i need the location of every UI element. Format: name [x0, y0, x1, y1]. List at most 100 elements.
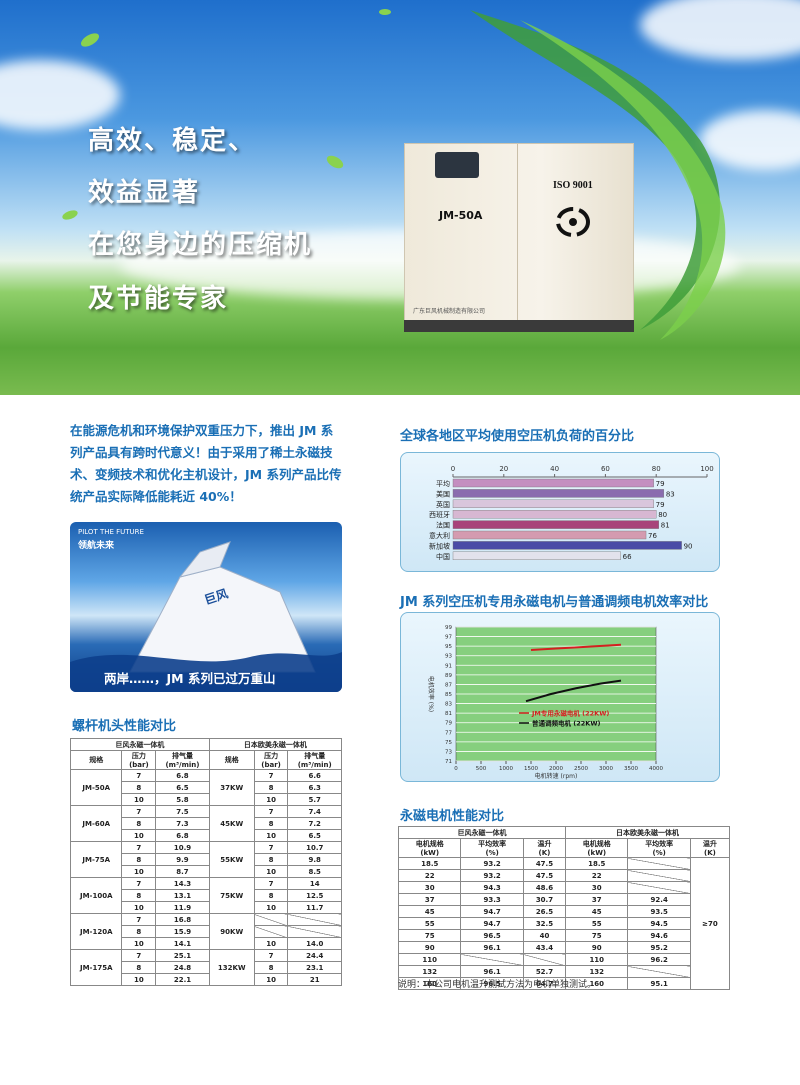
header-text: 平均效率	[645, 840, 674, 848]
y-tick-label: 99	[445, 625, 452, 631]
data-row: JM-50A 7 6.8 37KW 7 6.6	[69, 769, 342, 806]
data-cell: 8	[253, 889, 289, 902]
model-cell: 90KW	[208, 913, 255, 950]
data-cell: 75	[397, 929, 462, 942]
x-tick-label: 0	[454, 766, 458, 772]
data-cell: 10	[253, 829, 289, 842]
header-text: 平均效率	[478, 840, 507, 848]
leaf	[379, 9, 391, 15]
merged-temp: ≥70	[689, 857, 731, 990]
y-axis-title: 电机效率 (%)	[427, 676, 435, 712]
model-cell: JM-100A	[69, 877, 123, 914]
x-tick-label: 500	[476, 766, 487, 772]
sea	[70, 652, 342, 692]
data-cell: 7.2	[287, 817, 342, 830]
leaf-wave	[470, 10, 720, 330]
column-header: 温升 (K)	[522, 838, 567, 858]
data-row: JM-120A 7 16.8 90KW	[69, 913, 342, 950]
data-row: 30 94.3 48.6 30	[397, 881, 730, 894]
hero: 高效、稳定、 效益显著 在您身边的压缩机 及节能专家 JM-50A ISO 90…	[0, 0, 800, 395]
data-row: JM-175A 7 25.1 132KW 7 24.4	[69, 949, 342, 986]
data-cell: 6.8	[155, 769, 210, 782]
bar	[452, 520, 659, 529]
data-cell: 8	[253, 817, 289, 830]
data-cell: 47.5	[522, 869, 567, 882]
x-tick-label: 4000	[649, 766, 663, 772]
ship-illustration	[70, 541, 342, 692]
data-cell: 94.3	[460, 881, 524, 894]
data-cell: 37	[397, 893, 462, 906]
control-panel	[435, 152, 479, 178]
data-cell	[253, 925, 289, 938]
data-cell: 24.4	[287, 949, 342, 962]
data-cell: 30	[397, 881, 462, 894]
header-text: 规格	[89, 756, 104, 764]
header-text: (m³/min)	[165, 761, 200, 769]
data-row: JM-100A 7 14.3 75KW 7 14	[69, 877, 342, 914]
data-row: 8 15.9	[71, 925, 342, 938]
column-header: 电机规格 (kW)	[565, 838, 629, 858]
data-cell: 10	[121, 829, 157, 842]
data-cell: 7	[121, 877, 157, 890]
banner-caption: 两岸……，JM 系列已过万重山	[104, 671, 276, 686]
column-row: 规格 压力 (bar) 排气量 (m³/min) 规格 压力 (bar) 排气量 (m³/min)	[69, 750, 342, 770]
data-cell: 14.1	[155, 937, 210, 950]
data-cell: 15.9	[155, 925, 210, 938]
header-text: (kW)	[587, 849, 607, 857]
data-cell: 96.1	[460, 965, 524, 978]
data-cell: 43.4	[522, 941, 567, 954]
data-row: 55 94.7 32.5 55 94.5	[397, 917, 730, 930]
value-label: 79	[656, 480, 665, 488]
data-cell: 5.7	[287, 793, 342, 806]
column-header: 温升 (K)	[689, 838, 731, 858]
group-row: 巨风永磁一体机 日本欧美永磁一体机	[70, 738, 343, 751]
value-label: 66	[623, 553, 632, 561]
group-header: 巨风永磁一体机	[70, 738, 210, 751]
data-cell: 6.3	[287, 781, 342, 794]
screw-table: 巨风永磁一体机 日本欧美永磁一体机 规格 压力 (bar) 排气量 (m³/min) 规格 压力…	[69, 738, 343, 986]
data-cell: 10	[121, 901, 157, 914]
column-header: 排气量 (m³/min)	[155, 750, 210, 770]
tagline-en: PILOT THE FUTURE	[78, 528, 144, 536]
section-title: 永磁电机性能对比	[400, 809, 505, 824]
category-label: 平均	[436, 479, 450, 488]
data-cell: 93.5	[627, 905, 691, 918]
column-header: 压力 (bar)	[253, 750, 289, 770]
data-cell: 18.5	[397, 857, 462, 870]
data-cell: 5.8	[155, 793, 210, 806]
data-cell: 7	[253, 841, 289, 854]
data-cell: 26.5	[522, 905, 567, 918]
header-text: (bar)	[261, 761, 281, 769]
data-cell: 92.4	[627, 893, 691, 906]
data-cell: 16.8	[155, 913, 210, 926]
data-cell: 90	[565, 941, 629, 954]
data-cell: 94.6	[627, 929, 691, 942]
header-text: 排气量	[304, 752, 326, 760]
data-cell: 32.5	[522, 917, 567, 930]
data-cell	[522, 953, 567, 966]
header-text: 电机规格	[415, 840, 444, 848]
x-tick-label: 40	[550, 465, 559, 473]
x-tick-label: 60	[601, 465, 610, 473]
banner: PILOT THE FUTURE 领航未来 巨风 两岸……，JM 系列已过万重山	[70, 522, 342, 692]
data-cell: 14.0	[287, 937, 342, 950]
value-label: 90	[684, 542, 693, 550]
data-cell: 94.5	[627, 917, 691, 930]
section-title: 全球各地区平均使用空压机负荷的百分比	[400, 429, 635, 444]
data-cell: 11.7	[287, 901, 342, 914]
model-cell: JM-50A	[69, 769, 123, 806]
y-tick-label: 89	[445, 673, 452, 679]
efficiency-chart: 71 73 75 77 79 81 83 85 87 89 91 93 95 97 99 0 500 1000 15…	[427, 625, 663, 780]
data-cell: 7.3	[155, 817, 210, 830]
data-cell: 6.8	[155, 829, 210, 842]
data-cell: 8	[253, 961, 289, 974]
data-cell: 6.5	[287, 829, 342, 842]
leaf	[62, 210, 78, 220]
y-tick-label: 95	[445, 644, 452, 650]
column-header: 压力 (bar)	[121, 750, 157, 770]
data-cell: 23.1	[287, 961, 342, 974]
data-cell: 96.5	[460, 977, 524, 990]
y-tick-label: 97	[445, 635, 452, 641]
model-cell: JM-120A	[69, 913, 123, 950]
header-text: (m³/min)	[297, 761, 332, 769]
